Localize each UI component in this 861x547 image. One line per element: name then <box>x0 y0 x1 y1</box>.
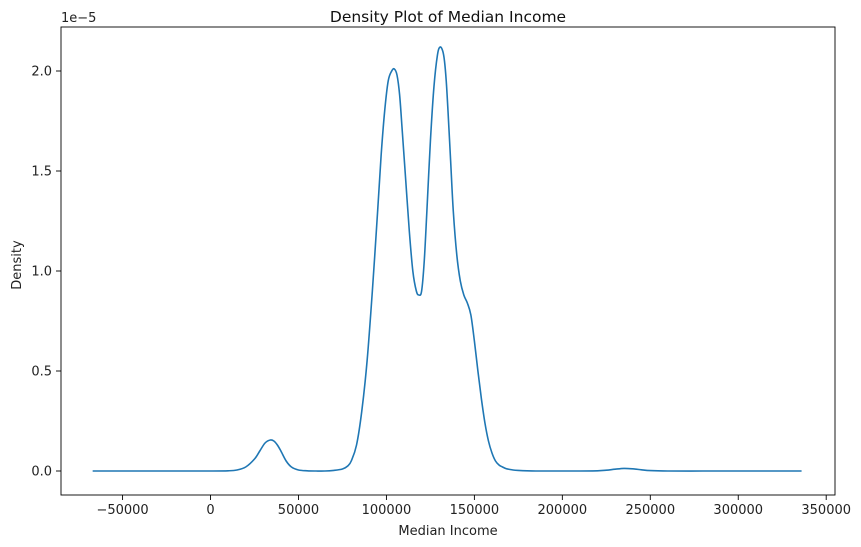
chart-title: Density Plot of Median Income <box>330 8 566 26</box>
y-tick-label: 2.0 <box>31 65 52 80</box>
x-tick-label: 250000 <box>625 503 675 518</box>
y-axis: 0.0 0.5 1.0 1.5 2.0 <box>31 65 61 480</box>
x-tick-label: 200000 <box>538 503 588 518</box>
y-axis-label: Density <box>10 240 25 290</box>
x-tick-label: 300000 <box>713 503 763 518</box>
series-line <box>92 46 802 472</box>
x-tick-label: 350000 <box>801 503 851 518</box>
x-tick-label: 150000 <box>450 503 500 518</box>
x-axis-label: Median Income <box>398 524 497 539</box>
x-tick-label: 100000 <box>362 503 412 518</box>
y-tick-label: 1.5 <box>31 165 52 180</box>
y-tick-label: 1.0 <box>31 265 52 280</box>
x-tick-label: 50000 <box>278 503 319 518</box>
plot-frame <box>60 26 836 496</box>
y-tick-label: 0.0 <box>31 465 52 480</box>
x-tick-label: −50000 <box>96 503 148 518</box>
y-tick-label: 0.5 <box>31 365 52 380</box>
x-tick-label: 0 <box>206 503 214 518</box>
y-offset-label: 1e−5 <box>61 11 96 26</box>
x-axis: −50000 0 50000 100000 150000 200000 250000 3000… <box>96 495 851 518</box>
